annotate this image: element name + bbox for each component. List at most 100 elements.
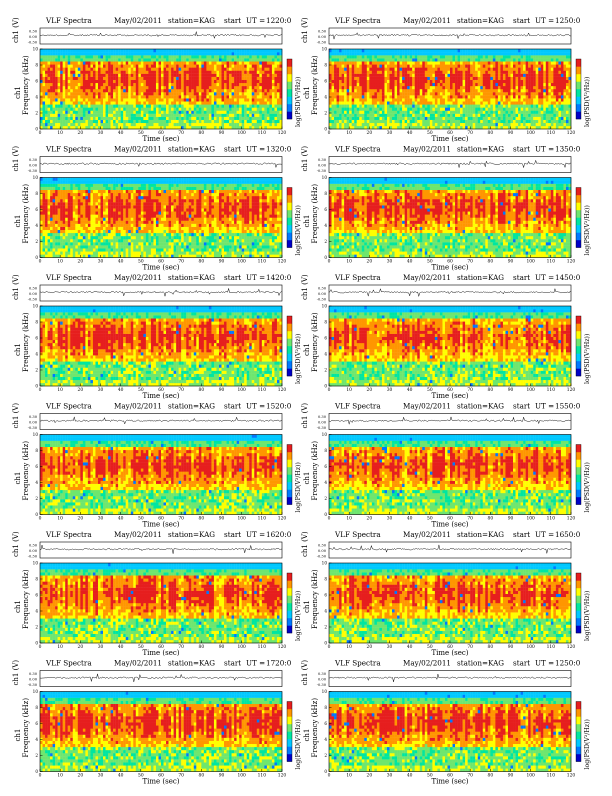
spectrogram-cell: [166, 114, 169, 117]
spectrogram-cell: [181, 114, 184, 117]
spectrogram-cell: [116, 120, 119, 123]
spectrogram-cell: [211, 120, 214, 123]
spectrogram-cell: [95, 98, 98, 101]
spectrogram-cell: [267, 107, 270, 110]
spectrogram-cell: [254, 101, 257, 104]
spectrogram-cell: [184, 114, 187, 117]
spectrogram-cell: [106, 101, 109, 104]
spectrogram-cell: [106, 111, 109, 114]
spectrogram-cell: [103, 104, 106, 107]
spectrogram-cell: [169, 123, 172, 126]
spectrogram-cell: [78, 98, 81, 101]
spectrogram-cell: [237, 107, 240, 110]
spectrogram-cell: [158, 95, 161, 98]
spectrogram-cell: [189, 114, 192, 117]
spectrogram-cell: [131, 123, 134, 126]
spectrogram-cell: [98, 104, 101, 107]
spectrogram-cell: [277, 107, 280, 110]
spectrogram-cell: [136, 120, 139, 123]
spectrogram-cell: [166, 104, 169, 107]
spectrogram-cell: [164, 104, 167, 107]
spectrogram-cell: [116, 107, 119, 110]
spectrogram-cell: [189, 117, 192, 120]
spectrogram-cell: [55, 104, 58, 107]
spectrogram-cell: [267, 120, 270, 123]
spectrogram-cell: [70, 117, 73, 120]
spectrogram-cell: [53, 120, 56, 123]
spectrogram-cell: [98, 117, 101, 120]
spectrogram-cell: [171, 104, 174, 107]
spectrogram-cell: [244, 120, 247, 123]
spectrogram-cell: [73, 120, 76, 123]
spectrogram-cell: [171, 107, 174, 110]
spectrogram-cell: [75, 104, 78, 107]
spectrogram-cell: [141, 120, 144, 123]
spectrogram-cell: [85, 107, 88, 110]
spectrogram-cell: [70, 98, 73, 101]
spectrogram-cell: [116, 117, 119, 120]
panel-start-ut: 1220:0: [266, 16, 292, 25]
spectrogram-cell: [191, 95, 194, 98]
spectrogram-cell: [191, 123, 194, 126]
spectrogram-cell: [43, 104, 46, 107]
spectrogram-cell: [70, 95, 73, 98]
spectrogram-cell: [106, 117, 109, 120]
spectrogram-cell: [186, 107, 189, 110]
spectrogram-cell: [169, 117, 172, 120]
spectrogram-cell: [174, 95, 177, 98]
spectrogram-cell: [158, 98, 161, 101]
spectrogram-cell: [156, 123, 159, 126]
spectrogram-cell: [267, 101, 270, 104]
spectrogram-cell: [103, 101, 106, 104]
spectrogram-cell: [166, 111, 169, 114]
spectrogram-cell: [80, 98, 83, 101]
spectrogram-cell: [60, 101, 63, 104]
spectrogram-cell: [106, 114, 109, 117]
spectrogram-cell: [85, 123, 88, 126]
spectrogram-cell: [108, 114, 111, 117]
spectrogram-cell: [174, 98, 177, 101]
spectrogram-cell: [214, 114, 217, 117]
spectrogram-cell: [224, 114, 227, 117]
spectrogram-cell: [161, 123, 164, 126]
spectrogram-cell: [277, 111, 280, 114]
spectrogram-cell: [113, 114, 116, 117]
spectrogram-cell: [55, 111, 58, 114]
spectrogram-cell: [224, 95, 227, 98]
spectrogram-cell: [58, 120, 61, 123]
spectrogram-cell: [249, 120, 252, 123]
spectrogram-cell: [184, 104, 187, 107]
spectrogram-cell: [68, 101, 71, 104]
spectrogram-cell: [254, 104, 257, 107]
spectrogram-cell: [128, 107, 131, 110]
spectrogram-cell: [194, 117, 197, 120]
spectrogram-cell: [169, 114, 172, 117]
spectrogram-cell: [239, 123, 242, 126]
spectrogram-cell: [85, 101, 88, 104]
spectrogram-cell: [40, 123, 43, 126]
spectrogram-cell: [143, 98, 146, 101]
spectrogram-cell: [60, 95, 63, 98]
spectrogram-cell: [211, 123, 214, 126]
spectrogram-cell: [272, 95, 275, 98]
spectrogram-cell: [206, 95, 209, 98]
spectrogram-cell: [272, 98, 275, 101]
spectrogram-cell: [101, 114, 104, 117]
spectrogram-cell: [83, 120, 86, 123]
spectrogram-cell: [264, 114, 267, 117]
spectrogram-cell: [186, 120, 189, 123]
spectrogram-cell: [174, 123, 177, 126]
spectrogram-cell: [93, 95, 96, 98]
spectrogram-cell: [43, 114, 46, 117]
spectrogram-cell: [196, 123, 199, 126]
spectrogram-cell: [206, 114, 209, 117]
spectrogram-cell: [75, 107, 78, 110]
spectrogram-cell: [75, 98, 78, 101]
spectrogram-cell: [204, 104, 207, 107]
spectrogram-cell: [103, 114, 106, 117]
spectrogram-cell: [219, 104, 222, 107]
spectrogram-cell: [88, 123, 91, 126]
spectrogram-cell: [93, 117, 96, 120]
spectrogram-cell: [206, 111, 209, 114]
spectrogram-cell: [136, 104, 139, 107]
